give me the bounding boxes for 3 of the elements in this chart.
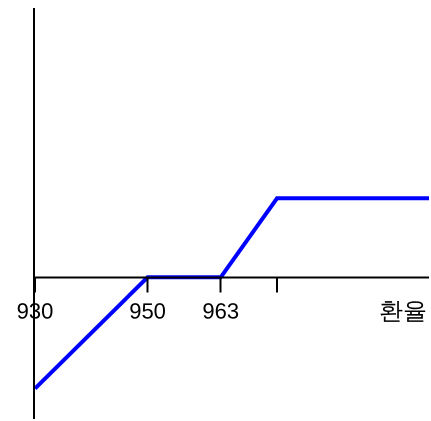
- x-axis-title: 환율: [379, 297, 427, 325]
- x-tick-label: 963: [202, 298, 240, 324]
- x-tick-label: 950: [129, 298, 166, 324]
